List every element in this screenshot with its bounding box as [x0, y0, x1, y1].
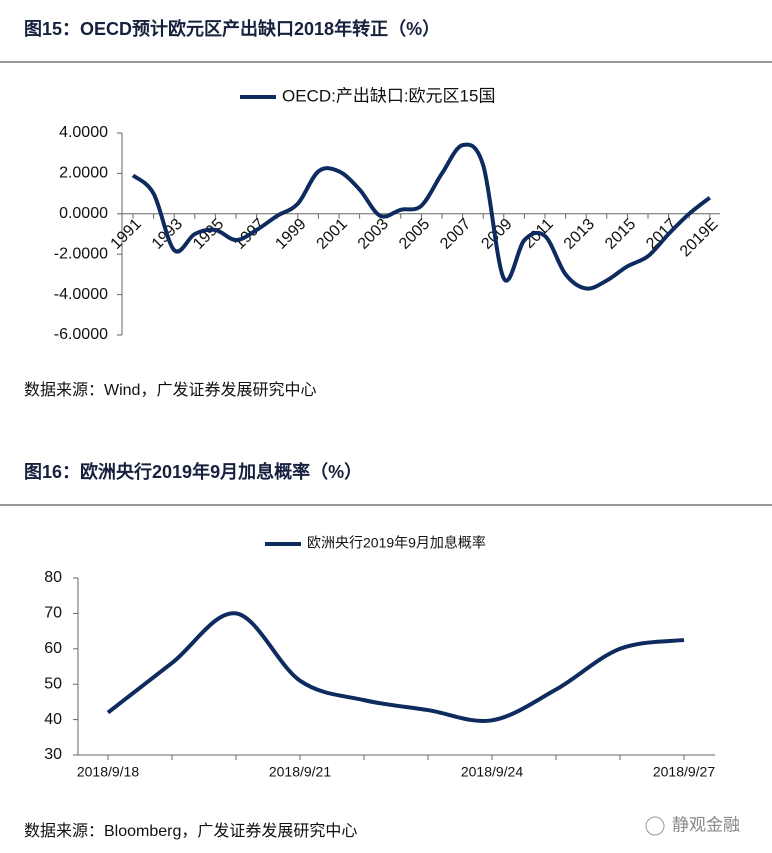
x-tick-label: 2003: [355, 216, 392, 253]
source: 数据来源：Bloomberg，广发证券发展研究中心: [24, 822, 357, 840]
y-tick-label: 30: [44, 746, 62, 763]
x-tick-label: 1991: [108, 216, 145, 253]
watermark: 静观金融: [672, 815, 740, 834]
source: 数据来源：Wind，广发证券发展研究中心: [24, 381, 316, 399]
x-tick-label: 2019E: [677, 216, 722, 261]
y-tick-label: 4.0000: [59, 124, 108, 141]
x-tick-label: 2005: [396, 216, 433, 253]
x-tick-label: 2017: [643, 216, 680, 253]
watermark-icon: [645, 816, 665, 836]
x-tick-label: 2001: [314, 216, 351, 253]
figure-title: 图16：欧洲央行2019年9月加息概率（%）: [24, 461, 362, 482]
y-tick-label: 50: [44, 675, 62, 692]
y-tick-label: 40: [44, 711, 62, 728]
x-tick-label: 2018/9/24: [461, 764, 523, 780]
y-tick-label: 80: [44, 569, 62, 586]
y-tick-label: -4.0000: [54, 286, 108, 303]
figure-title: 图15：OECD预计欧元区产出缺口2018年转正（%）: [24, 18, 440, 39]
x-tick-label: 2018/9/21: [269, 764, 331, 780]
y-tick-label: 2.0000: [59, 165, 108, 182]
x-tick-label: 2015: [602, 216, 639, 253]
legend-label: 欧洲央行2019年9月加息概率: [307, 535, 486, 551]
y-tick-label: -6.0000: [54, 326, 108, 343]
y-tick-label: 60: [44, 640, 62, 657]
x-tick-label: 2018/9/18: [77, 764, 139, 780]
x-tick-label: 2013: [561, 216, 598, 253]
x-tick-label: 2018/9/27: [653, 764, 715, 780]
line: [131, 142, 712, 291]
y-tick-label: 0.0000: [59, 205, 108, 222]
x-tick-label: 2007: [437, 216, 474, 253]
x-tick-label: 1999: [272, 216, 309, 253]
legend-label: OECD:产出缺口:欧元区15国: [282, 86, 495, 105]
y-tick-label: -2.0000: [54, 245, 108, 262]
line: [106, 611, 685, 723]
y-tick-label: 70: [44, 605, 62, 622]
